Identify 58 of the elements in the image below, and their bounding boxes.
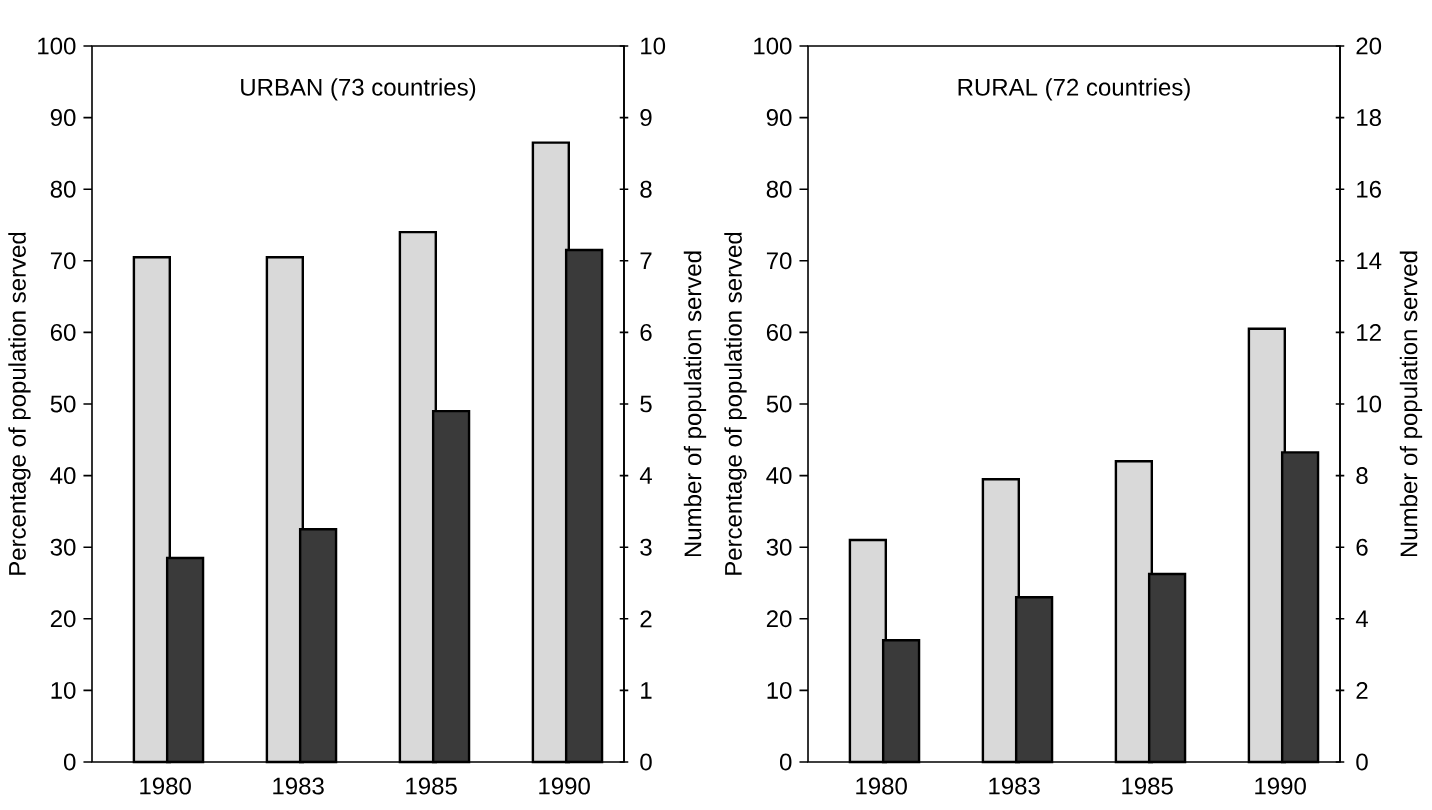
y-tick-label: 80 [766,180,792,198]
text: RURAL (72 countries) [958,78,1190,101]
y-tick-label: 0 [780,753,792,771]
y-tick-label: 50 [766,395,792,413]
y2-tick-label: 16 [1357,180,1381,198]
y-tick-label: 90 [50,109,76,127]
y2-tick-label: 12 [1357,324,1381,341]
y2-axis-title: Number of population served [683,251,707,557]
y-tick-label: 90 [766,109,792,127]
y-tick-label: 100 [754,37,792,55]
x-tick-label: 1985 [406,777,457,795]
y-tick-label: 30 [766,538,792,556]
y2-tick-label: 8 [640,180,652,198]
y2-tick-label: 9 [640,109,652,127]
y2-tick-label: 6 [640,323,652,341]
y-tick-label: 30 [50,538,76,556]
y-tick-label: 60 [50,323,76,341]
y-tick-label: 10 [767,681,792,699]
y-axis-title: Percentage of population served [8,232,31,575]
y2-tick-label: 14 [1357,252,1382,270]
y-tick-label: 20 [766,610,792,628]
y2-tick-label: 0 [640,753,652,771]
y2-tick-label: 7 [640,252,652,270]
x-tick-label: 1983 [989,777,1040,795]
y-tick-label: 70 [766,252,792,270]
y2-tick-label: 6 [1356,538,1368,556]
y-tick-label: 0 [63,753,76,771]
x-tick-label: 1980 [140,777,191,795]
y-tick-label: 40 [766,467,792,485]
y2-tick-label: 2 [640,610,652,628]
y2-tick-label: 5 [640,395,652,413]
y-tick-label: 10 [51,681,76,699]
y-tick-label: 40 [50,467,76,485]
y2-tick-label: 1 [641,682,652,699]
y-tick-label: 60 [766,323,792,341]
y2-tick-label: 4 [1355,610,1368,628]
y2-tick-label: 10 [641,37,666,55]
y-tick-label: 100 [38,37,76,55]
y2-tick-label: 4 [639,467,652,484]
text: URBAN (73 countries) [241,78,476,101]
y-axis-title: Percentage of population served [724,232,747,575]
y2-tick-label: 0 [1356,753,1368,771]
y2-tick-label: 8 [1356,467,1368,485]
y2-tick-label: 10 [1357,395,1382,413]
y2-axis-title: Number of population served [1399,251,1423,557]
y-tick-label: 50 [50,395,76,413]
x-tick-label: 1980 [856,777,907,795]
x-tick-label: 1985 [1122,777,1173,795]
y2-tick-label: 3 [640,538,652,556]
y2-tick-label: 18 [1357,109,1381,127]
y2-tick-label: 20 [1356,37,1382,55]
y2-tick-label: 2 [1356,682,1368,699]
y-tick-label: 20 [50,610,76,628]
x-tick-label: 1990 [539,777,590,795]
y-tick-label: 80 [50,180,76,198]
y-tick-label: 70 [50,252,76,270]
x-tick-label: 1990 [1255,777,1306,795]
x-tick-label: 1983 [273,777,324,795]
